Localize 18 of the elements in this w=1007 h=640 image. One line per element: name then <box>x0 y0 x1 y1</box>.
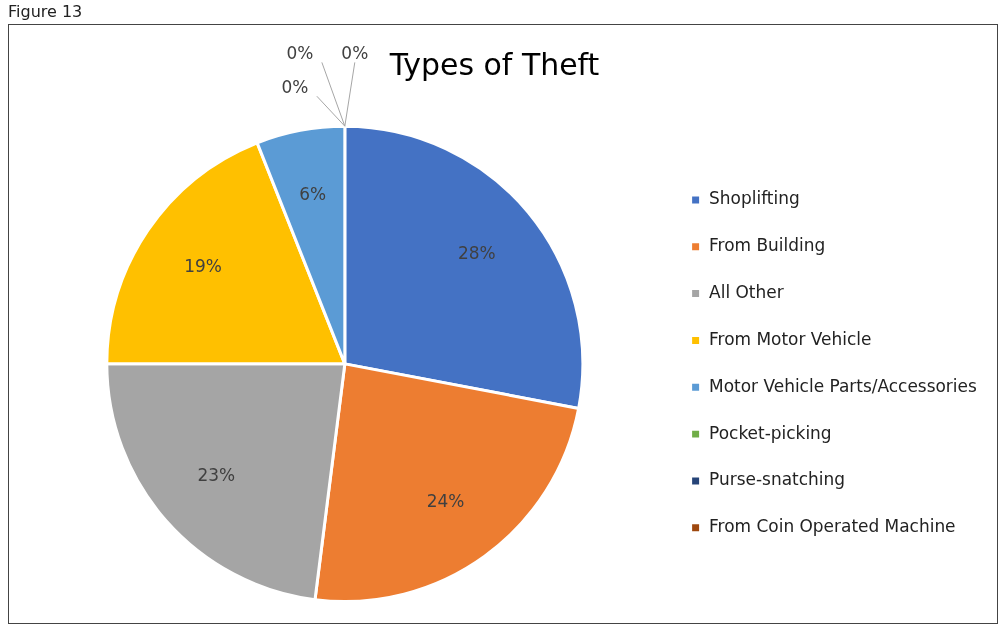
data-label: 24% <box>426 490 465 511</box>
data-label: 6% <box>299 184 327 205</box>
text: 0% <box>281 76 309 97</box>
text: 0% <box>341 42 369 63</box>
legend-label: From Building <box>709 235 826 256</box>
legend-label: Pocket-picking <box>709 422 832 443</box>
text: 0% <box>286 42 314 63</box>
legend-label: Motor Vehicle Parts/Accessories <box>709 375 977 396</box>
data-label: 23% <box>197 465 236 486</box>
legend-label: From Coin Operated Machine <box>709 516 956 537</box>
legend-label: From Motor Vehicle <box>709 328 872 349</box>
legend-label: Purse-snatching <box>709 469 845 490</box>
data-label: 19% <box>184 256 222 277</box>
data-label: 28% <box>458 243 496 264</box>
chart-title: Types of Theft <box>388 46 600 82</box>
caption: Figure 13 <box>8 2 83 21</box>
legend-label: Shoplifting <box>709 188 800 209</box>
legend-label: All Other <box>709 282 784 303</box>
